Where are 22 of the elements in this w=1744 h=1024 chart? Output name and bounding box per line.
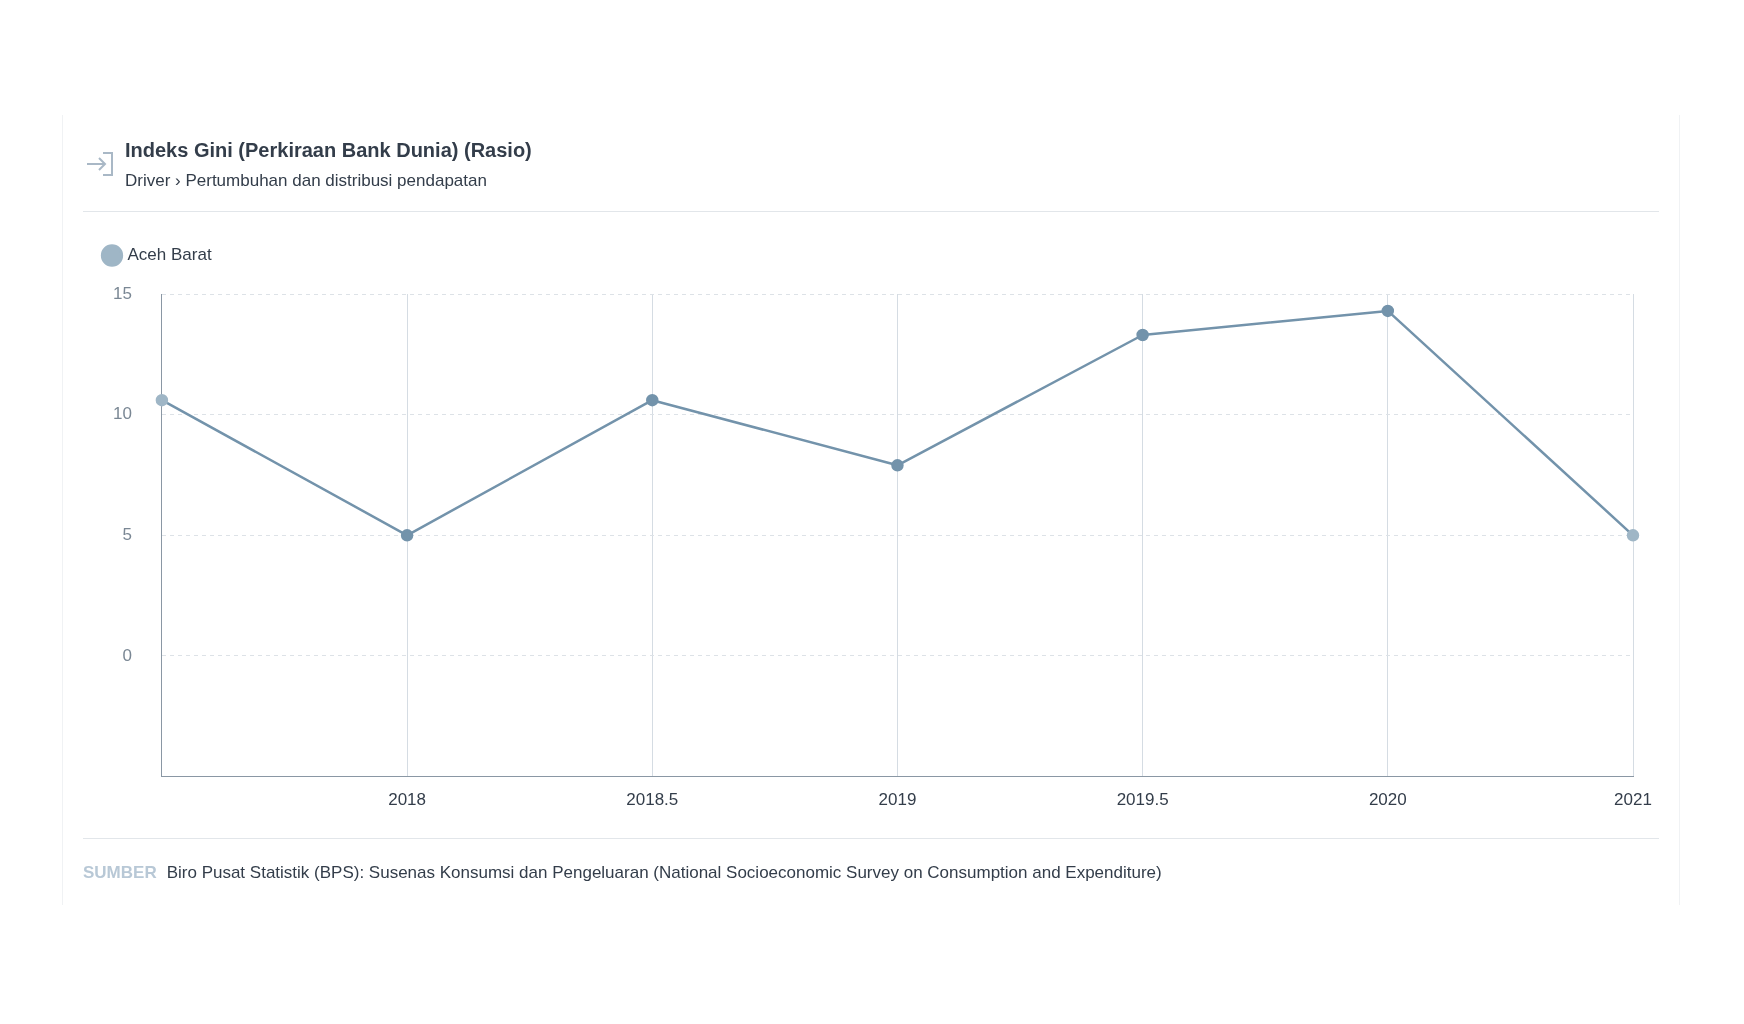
x-tick-label: 2019	[878, 790, 917, 810]
point	[1136, 328, 1149, 342]
y-tick-label: 0	[122, 645, 132, 665]
point	[891, 459, 904, 472]
x-tick-label: 2021	[1614, 790, 1652, 810]
point	[646, 393, 659, 407]
point	[155, 393, 169, 407]
chart-subtitle: Driver › Pertumbuhan dan distribusi pendapatan	[125, 171, 487, 191]
point	[1381, 304, 1395, 318]
text: SUMBER	[83, 863, 157, 882]
text: Biro Pusat Statistik (BPS): Susenas Konsumsi dan Pengeluaran (National Socioeconomic Survey on Consumption and Expenditure)	[166, 863, 1162, 882]
x-tick-label: 2018	[388, 790, 427, 810]
point	[400, 529, 414, 542]
point	[1626, 529, 1640, 542]
x-tick-label: 2020	[1368, 790, 1407, 810]
x-tick-label: 2019.5	[1116, 790, 1169, 810]
y-tick-label: 5	[122, 524, 132, 544]
y-tick-label: 10	[112, 404, 132, 424]
x-tick-label: 2018.5	[626, 790, 679, 810]
y-tick-label: 15	[112, 283, 132, 303]
chart-title: Indeks Gini (Perkiraan Bank Dunia) (Rasio)	[125, 139, 532, 162]
legend-label: Aceh Barat	[127, 245, 212, 265]
